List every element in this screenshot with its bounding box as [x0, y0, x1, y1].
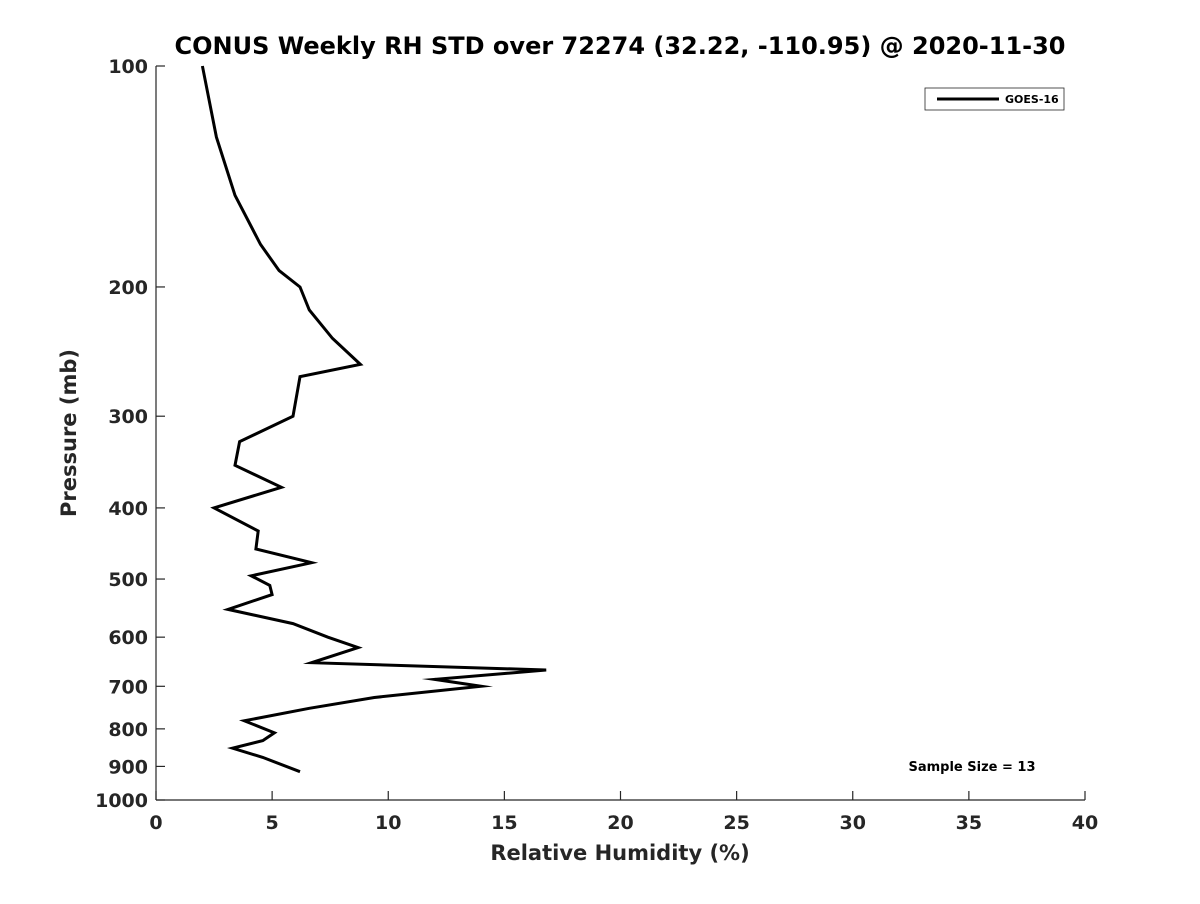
y-tick-label-9: 1000 [95, 790, 148, 812]
series-line-goes-16 [200, 65, 547, 774]
legend-entry-goes-16: GOES-16 [1005, 93, 1059, 106]
x-tick-label-0: 0 [149, 812, 162, 834]
x-tick-label-1: 5 [266, 812, 279, 834]
y-tick-label-7: 800 [108, 719, 148, 741]
x-tick-label-2: 10 [375, 812, 401, 834]
y-tick-label-2: 300 [108, 406, 148, 428]
y-ticks: 100 200 300 400 500 600 700 800 900 1000 [95, 56, 165, 812]
x-tick-label-4: 20 [607, 812, 633, 834]
y-tick-label-8: 900 [108, 756, 148, 778]
x-tick-label-7: 35 [956, 812, 982, 834]
x-tick-label-8: 40 [1072, 812, 1098, 834]
y-axis-label: Pressure (mb) [57, 349, 81, 517]
x-axis-label: Relative Humidity (%) [490, 841, 749, 865]
y-tick-label-1: 200 [108, 277, 148, 299]
x-ticks: 0 5 10 15 20 25 30 35 40 [149, 791, 1098, 834]
y-tick-label-0: 100 [108, 56, 148, 78]
chart-title: CONUS Weekly RH STD over 72274 (32.22, -… [174, 32, 1065, 60]
sample-size-annotation: Sample Size = 13 [908, 760, 1035, 775]
y-tick-label-4: 500 [108, 569, 148, 591]
series-layer [200, 65, 547, 774]
x-tick-label-5: 25 [723, 812, 749, 834]
y-tick-label-5: 600 [108, 627, 148, 649]
x-tick-label-3: 15 [491, 812, 517, 834]
y-tick-label-3: 400 [108, 498, 148, 520]
legend: GOES-16 [924, 87, 1065, 111]
x-tick-label-6: 30 [840, 812, 866, 834]
y-tick-label-6: 700 [108, 676, 148, 698]
